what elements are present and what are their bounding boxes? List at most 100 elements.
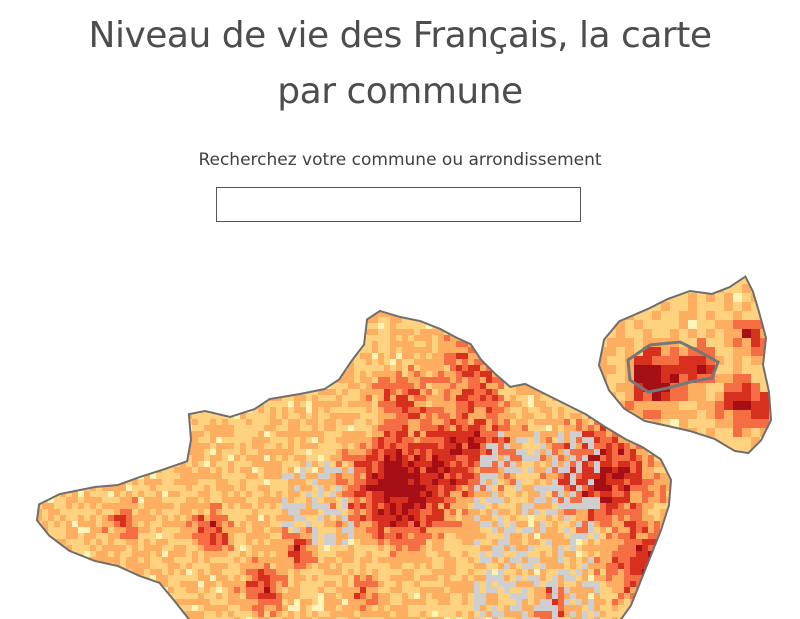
commune-cell[interactable] (360, 371, 367, 378)
commune-cell[interactable] (306, 509, 313, 516)
commune-cell[interactable] (162, 527, 169, 534)
commune-cell[interactable] (552, 401, 559, 408)
commune-cell[interactable] (216, 317, 223, 324)
commune-cell[interactable] (60, 539, 67, 546)
commune-cell[interactable] (84, 401, 91, 408)
commune-cell[interactable] (216, 425, 223, 432)
commune-cell[interactable] (300, 473, 307, 480)
commune-cell[interactable] (558, 431, 565, 438)
commune-cell[interactable] (432, 521, 439, 528)
commune-cell[interactable] (552, 377, 559, 384)
commune-cell[interactable] (582, 569, 589, 576)
commune-cell[interactable] (282, 575, 289, 582)
commune-cell[interactable] (492, 377, 499, 384)
commune-cell[interactable] (144, 503, 151, 510)
commune-cell[interactable] (252, 551, 259, 558)
commune-cell[interactable] (666, 473, 673, 480)
commune-cell[interactable] (288, 407, 295, 414)
commune-cell[interactable] (432, 455, 439, 462)
commune-cell[interactable] (324, 557, 331, 564)
commune-cell[interactable] (228, 353, 235, 360)
commune-cell[interactable] (114, 473, 121, 480)
commune-cell[interactable] (306, 395, 313, 402)
commune-cell[interactable] (534, 401, 541, 408)
commune-cell[interactable] (138, 443, 145, 450)
commune-cell[interactable] (594, 407, 601, 414)
commune-cell[interactable] (564, 551, 571, 558)
commune-cell[interactable] (150, 425, 157, 432)
commune-cell[interactable] (612, 521, 619, 528)
commune-cell[interactable] (642, 431, 649, 438)
commune-cell[interactable] (354, 473, 361, 480)
commune-cell[interactable] (408, 401, 415, 408)
commune-cell[interactable] (162, 431, 169, 438)
commune-cell[interactable] (276, 479, 283, 486)
commune-cell[interactable] (636, 515, 643, 522)
commune-cell[interactable] (120, 503, 127, 510)
commune-cell[interactable] (66, 431, 73, 438)
commune-cell[interactable] (468, 479, 475, 486)
commune-cell[interactable] (474, 431, 481, 438)
commune-cell[interactable] (264, 443, 271, 450)
commune-cell[interactable] (348, 497, 355, 504)
commune-cell[interactable] (252, 569, 259, 576)
commune-cell[interactable] (582, 443, 589, 450)
commune-cell[interactable] (216, 575, 223, 582)
commune-cell[interactable] (216, 329, 223, 336)
commune-cell[interactable] (312, 449, 319, 456)
commune-cell[interactable] (270, 443, 277, 450)
commune-cell[interactable] (126, 575, 133, 582)
commune-cell[interactable] (444, 557, 451, 564)
commune-cell[interactable] (606, 509, 613, 516)
commune-cell[interactable] (678, 455, 685, 462)
commune-cell[interactable] (30, 461, 37, 468)
commune-cell[interactable] (276, 413, 283, 420)
commune-cell[interactable] (402, 389, 409, 396)
commune-cell[interactable] (582, 359, 589, 366)
commune-cell[interactable] (222, 569, 229, 576)
commune-cell[interactable] (588, 437, 595, 444)
commune-cell[interactable] (660, 563, 667, 570)
commune-cell[interactable] (378, 533, 385, 540)
commune-cell[interactable] (168, 329, 175, 336)
commune-cell[interactable] (432, 425, 439, 432)
commune-cell[interactable] (540, 563, 547, 570)
commune-cell[interactable] (594, 347, 601, 354)
commune-cell[interactable] (186, 485, 193, 492)
commune-cell[interactable] (540, 359, 547, 366)
commune-cell[interactable] (180, 527, 187, 534)
commune-cell[interactable] (276, 419, 283, 426)
commune-cell[interactable] (588, 371, 595, 378)
commune-cell[interactable] (108, 305, 115, 312)
commune-cell[interactable] (228, 431, 235, 438)
commune-cell[interactable] (186, 341, 193, 348)
commune-cell[interactable] (138, 515, 145, 522)
commune-cell[interactable] (504, 521, 511, 528)
commune-cell[interactable] (642, 485, 649, 492)
commune-cell[interactable] (258, 557, 265, 564)
commune-cell[interactable] (72, 305, 79, 312)
commune-cell[interactable] (54, 311, 61, 318)
commune-cell[interactable] (108, 467, 115, 474)
commune-cell[interactable] (54, 413, 61, 420)
commune-cell[interactable] (234, 419, 241, 426)
commune-cell[interactable] (600, 479, 607, 486)
commune-cell[interactable] (258, 467, 265, 474)
commune-cell[interactable] (366, 395, 373, 402)
commune-cell[interactable] (174, 329, 181, 336)
commune-cell[interactable] (426, 341, 433, 348)
commune-cell[interactable] (534, 491, 541, 498)
commune-cell[interactable] (450, 365, 457, 372)
commune-cell[interactable] (306, 437, 313, 444)
commune-cell[interactable] (246, 377, 253, 384)
commune-cell[interactable] (282, 419, 289, 426)
commune-cell[interactable] (324, 329, 331, 336)
commune-cell[interactable] (678, 503, 685, 510)
commune-cell[interactable] (102, 383, 109, 390)
commune-cell[interactable] (588, 377, 595, 384)
commune-cell[interactable] (372, 425, 379, 432)
commune-cell[interactable] (516, 365, 523, 372)
commune-cell[interactable] (168, 389, 175, 396)
commune-cell[interactable] (354, 569, 361, 576)
commune-cell[interactable] (558, 341, 565, 348)
